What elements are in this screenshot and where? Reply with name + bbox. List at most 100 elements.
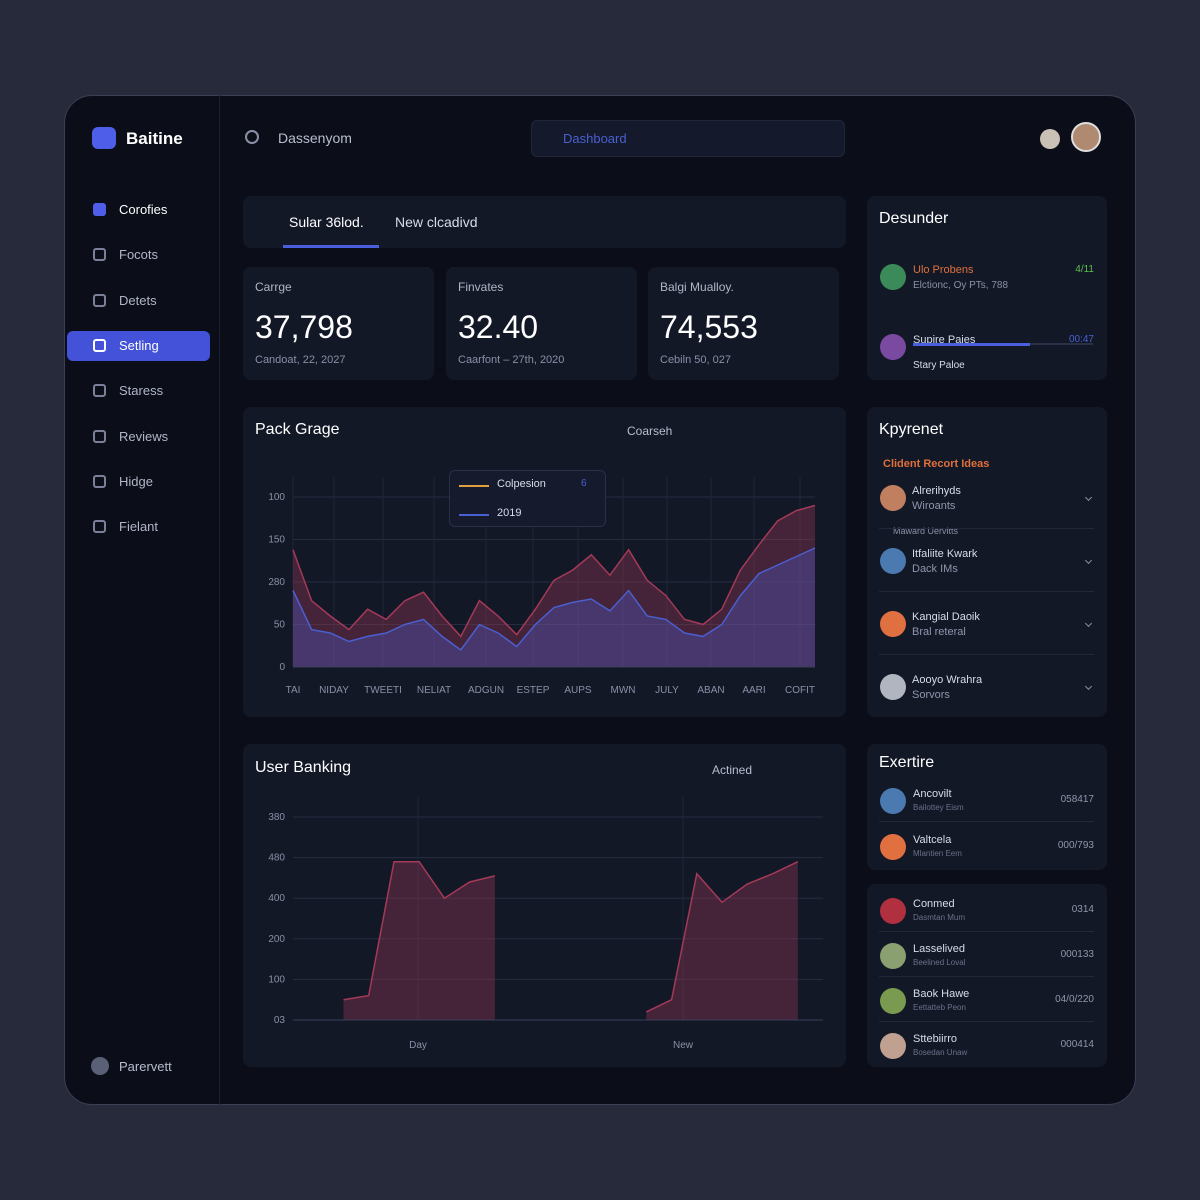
nav-icon [93, 474, 106, 488]
panel-title: Desunder [879, 210, 949, 227]
item-detail: Stary Paloe [913, 360, 965, 371]
stat-label: Carrge [255, 280, 292, 294]
divider [879, 654, 1094, 655]
nav-icon [93, 338, 106, 352]
nav-item[interactable]: Corofies [119, 202, 168, 217]
y-tick-label: 03 [274, 1015, 286, 1026]
search-box[interactable] [531, 120, 845, 157]
legend-swatch [459, 485, 489, 487]
brand: Baitine [126, 129, 183, 148]
x-tick-label: MWN [611, 685, 636, 696]
item-name: Alrerihyds [912, 485, 961, 497]
tab[interactable]: Sular 36lod. [289, 214, 364, 230]
series-line [343, 860, 799, 1013]
panel-tag: Maward Uervitts [893, 526, 959, 536]
item-name: Aooyo Wrahra [912, 674, 983, 686]
nav-item[interactable]: Fielant [119, 519, 159, 535]
sidebar [64, 95, 220, 1105]
nav-item[interactable]: Hidge [119, 473, 153, 489]
stat-value: 37,798 [255, 309, 353, 345]
y-tick-label: 100 [268, 974, 285, 985]
avatar [880, 674, 906, 700]
avatar [880, 548, 906, 574]
item-name: Conmed [913, 898, 955, 910]
footer-icon [91, 1057, 109, 1075]
x-tick-label: NIDAY [319, 685, 349, 696]
nav-footer[interactable]: Parervett [119, 1059, 172, 1074]
avatar[interactable] [1071, 122, 1101, 152]
item-name: Itfaliite Kwark [912, 548, 978, 560]
y-tick-label: 100 [268, 492, 285, 503]
avatar [880, 334, 906, 360]
avatar[interactable] [1040, 129, 1060, 149]
nav-item[interactable]: Reviews [119, 428, 169, 444]
nav-item[interactable]: Setling [119, 337, 159, 353]
stat-label: Balgi Mualloy. [660, 280, 734, 294]
avatar [880, 834, 906, 860]
avatar [880, 943, 906, 969]
item-name: Ulo Probens [913, 264, 974, 276]
stat-card [648, 267, 839, 380]
chart-title: Pack Grage [255, 421, 340, 438]
divider [879, 931, 1094, 932]
divider [879, 976, 1094, 977]
nav-icon [93, 248, 106, 262]
item-detail: Eettatteb Peon [913, 1003, 966, 1012]
panel [867, 407, 1107, 717]
series-line [292, 504, 816, 638]
item-name: Valtcela [913, 834, 952, 846]
avatar [880, 898, 906, 924]
avatar [880, 611, 906, 637]
item-meta: 0314 [1071, 904, 1094, 915]
chart-card [243, 744, 846, 1067]
legend-swatch [459, 514, 489, 516]
y-tick-label: 50 [274, 620, 286, 631]
y-tick-label: 200 [268, 934, 285, 945]
divider [879, 591, 1094, 592]
legend-entry: 2019 [497, 507, 522, 519]
panel-heading: Clident Recort Ideas [883, 458, 990, 470]
stat-label: Finvates [458, 280, 504, 294]
y-tick-label: 0 [279, 662, 285, 673]
divider [879, 821, 1094, 822]
nav-item[interactable]: Focots [119, 247, 159, 263]
divider [879, 1021, 1094, 1022]
chart-filter[interactable]: Coarseh [627, 424, 673, 438]
item-meta: 00:47 [1068, 334, 1094, 345]
series-area [343, 861, 798, 1020]
item-detail: Elctionc, Oy PTs, 788 [913, 280, 1009, 291]
search-placeholder: Dashboard [563, 131, 627, 146]
tab[interactable]: New clcadivd [395, 214, 478, 230]
avatar [880, 788, 906, 814]
avatar [880, 1033, 906, 1059]
x-tick-label: NELIAT [417, 685, 451, 696]
tabs [243, 196, 846, 248]
item-meta: 058417 [1060, 794, 1094, 805]
nav-icon [93, 293, 106, 307]
x-tick-label: AUPS [564, 685, 592, 696]
active-nav-bg [67, 331, 210, 361]
panel-title: Exertire [879, 754, 935, 771]
legend-box [449, 470, 606, 527]
stat-note: Cebiln 50, 027 [660, 354, 731, 366]
panel [867, 744, 1107, 870]
chart-filter[interactable]: Actined [712, 763, 753, 777]
legend-badge: 6 [581, 478, 587, 489]
avatar [880, 485, 906, 511]
item-name: Ancovilt [913, 788, 952, 800]
nav-item[interactable]: Detets [119, 292, 157, 308]
nav-icon [93, 384, 106, 398]
x-tick-label: New [673, 1040, 694, 1051]
nav-icon [93, 203, 106, 216]
nav-item[interactable]: Staress [119, 383, 164, 399]
stat-card [446, 267, 637, 380]
stat-note: Caarfont – 27th, 2020 [458, 354, 565, 366]
x-tick-label: ADGUN [468, 685, 504, 696]
page-title[interactable]: Dassenyom [278, 130, 352, 146]
x-tick-label: TWEETI [364, 685, 402, 696]
item-name: Sttebiirro [913, 1033, 958, 1045]
chart-title: User Banking [255, 759, 352, 776]
item-meta: 000414 [1060, 1039, 1094, 1050]
